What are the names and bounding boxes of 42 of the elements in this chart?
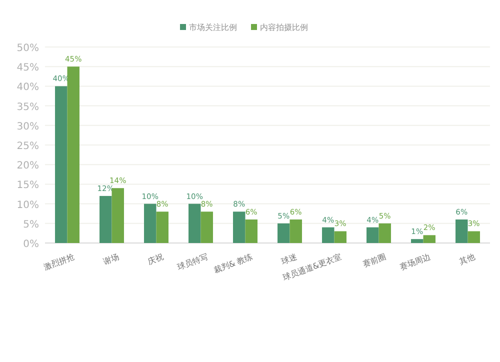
x-tick-label: 球员特写 (176, 252, 210, 272)
y-tick-label: 0% (23, 239, 39, 250)
bar (200, 212, 213, 243)
y-tick-label: 35% (16, 102, 39, 113)
bar (290, 219, 302, 243)
bar (334, 231, 346, 243)
x-tick-label: 球迷 (280, 252, 298, 266)
y-tick-label: 25% (16, 141, 39, 152)
legend-label: 内容拍摄比例 (260, 23, 308, 32)
bar (456, 219, 468, 243)
bar (322, 227, 334, 243)
x-tick-label: 激烈拼抢 (42, 252, 76, 272)
legend-label: 市场关注比例 (189, 23, 237, 32)
bar (411, 239, 424, 243)
y-tick-label: 45% (16, 62, 39, 74)
x-tick-label: 赛场周边 (398, 252, 432, 272)
bar (55, 86, 68, 243)
bar (233, 212, 246, 243)
x-tick-label: 谢场 (102, 252, 120, 266)
x-tick-label: 庆祝 (146, 252, 165, 266)
bar (112, 188, 124, 243)
bar (366, 227, 379, 243)
y-tick-label: 5% (23, 219, 39, 230)
bar (156, 212, 168, 243)
bar (378, 223, 391, 243)
bar (278, 223, 290, 243)
bar (188, 204, 201, 243)
bar (144, 204, 156, 243)
y-tick-label: 10% (16, 200, 39, 211)
bar (100, 196, 112, 243)
y-tick-label: 40% (16, 82, 39, 94)
bar (423, 235, 436, 243)
bar (245, 219, 258, 243)
x-tick-label: 赛前圈 (362, 252, 388, 270)
y-tick-label: 15% (16, 180, 39, 192)
bar (67, 66, 80, 243)
y-tick-label: 30% (16, 121, 39, 132)
bar (468, 231, 480, 243)
y-tick-label: 20% (16, 160, 39, 172)
y-tick-label: 50% (16, 43, 39, 54)
x-tick-label: 裁判& 教练 (212, 252, 254, 275)
x-tick-label: 其他 (458, 252, 476, 266)
